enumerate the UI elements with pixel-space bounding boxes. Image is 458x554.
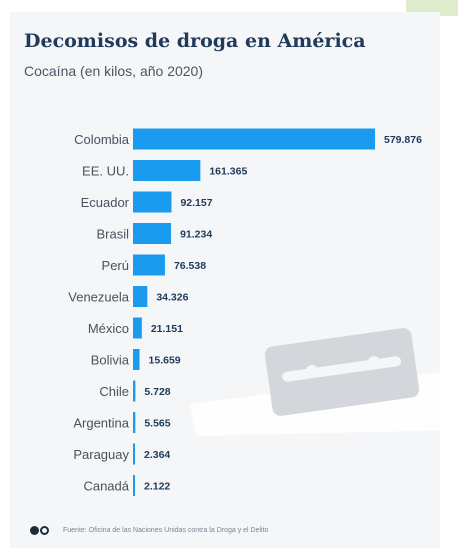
value-label: 21.151	[151, 323, 183, 335]
value-label: 5.728	[144, 386, 170, 398]
category-label: Venezuela	[68, 290, 129, 305]
bar	[133, 443, 135, 465]
category-label: Brasil	[96, 227, 129, 242]
dw-logo-icon	[30, 526, 49, 535]
category-label: Argentina	[73, 416, 129, 431]
category-label: Perú	[102, 258, 129, 273]
category-label: Colombia	[74, 132, 130, 147]
bar	[133, 349, 140, 370]
bar	[133, 191, 172, 213]
category-label: Ecuador	[81, 195, 130, 210]
category-label: Chile	[99, 384, 129, 399]
chart-title: Decomisos de droga en América	[24, 30, 366, 52]
bar	[133, 317, 142, 339]
value-label: 5.565	[144, 418, 170, 430]
bar	[133, 475, 135, 496]
value-label: 161.365	[209, 166, 247, 178]
chart-footer: Fuente: Oficina de las Naciones Unidas c…	[30, 526, 268, 535]
value-label: 2.364	[144, 449, 170, 461]
value-label: 92.157	[180, 197, 212, 209]
value-label: 91.234	[180, 229, 212, 241]
bar	[133, 160, 201, 181]
bar	[133, 128, 375, 150]
value-label: 76.538	[174, 260, 206, 272]
razor-blade-illustration	[190, 328, 458, 436]
source-note: Fuente: Oficina de las Naciones Unidas c…	[63, 527, 269, 534]
bar	[133, 380, 136, 402]
bar	[133, 254, 165, 276]
category-label: Bolivia	[91, 353, 130, 368]
value-label: 15.659	[149, 355, 181, 367]
chart-subtitle: Cocaína (en kilos, año 2020)	[24, 63, 203, 79]
category-label: EE. UU.	[82, 164, 129, 179]
category-label: Canadá	[83, 479, 129, 494]
bar	[133, 412, 136, 433]
value-label: 2.122	[144, 481, 170, 493]
category-label: México	[88, 321, 129, 336]
bar	[133, 223, 172, 244]
value-label: 34.326	[156, 292, 188, 304]
bar	[133, 286, 148, 307]
value-label: 579.876	[384, 134, 422, 146]
chart-card	[10, 12, 440, 548]
category-label: Paraguay	[73, 447, 129, 462]
